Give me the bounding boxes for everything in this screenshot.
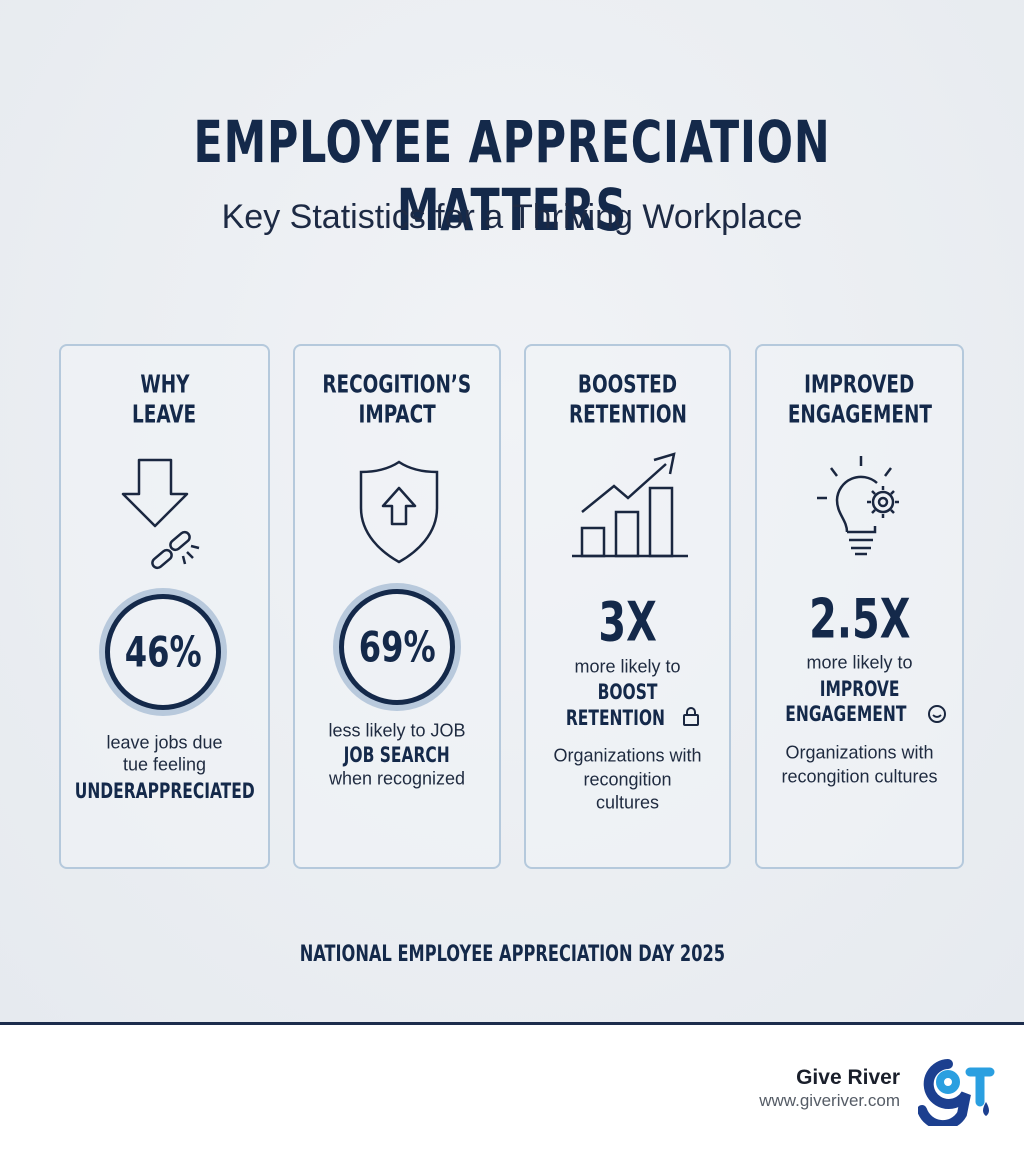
stat-ring: 69% [339, 589, 455, 705]
card-heading: BOOSTED [577, 369, 678, 399]
footer [0, 1025, 1024, 1154]
brand-logo [918, 1059, 995, 1126]
card-text: tue feeling [122, 754, 207, 775]
card-heading: LEAVE [132, 399, 197, 429]
stat-ring: 46% [105, 594, 221, 710]
stat-value: 3X [598, 590, 657, 654]
brand-name: Give River [796, 1066, 900, 1089]
card-text: cultures [595, 792, 660, 813]
stat-value: 69% [358, 622, 436, 672]
card-emphasis: IMPROVE [819, 677, 900, 701]
card-text: recongition [583, 769, 672, 790]
card-heading: WHY [139, 369, 190, 399]
card-text: when recognized [328, 768, 466, 789]
footer-note: NATIONAL EMPLOYEE APPRECIATION DAY 2025 [299, 942, 725, 967]
shield-icon [359, 460, 439, 564]
divider [0, 1022, 1024, 1025]
card-text: more likely to [574, 656, 681, 677]
card-text: more likely to [806, 652, 913, 673]
card-emphasis: RETENTION [506, 706, 749, 730]
down-arrow-icon [121, 458, 200, 570]
card-heading: IMPACT [358, 399, 436, 429]
stat-value: 2.5X [808, 587, 911, 651]
card-heading: IMPROVED [804, 369, 915, 399]
subtitle: Key Statistics for a Thriving Workplace [221, 198, 803, 236]
card-heading: RECOGITION’S [322, 369, 472, 399]
brand-url: www.giveriver.com [759, 1091, 900, 1110]
lightbulb-icon [817, 456, 899, 556]
card-emphasis: UNDERAPPRECIATED [74, 779, 255, 803]
stat-card: WHY LEAVE 46% leave jobs due tue feeling… [59, 344, 270, 869]
stat-value: 46% [124, 627, 202, 677]
card-text: leave jobs due [106, 732, 223, 753]
stat-card: RECOGITION’S IMPACT 69% less likely to J… [293, 344, 501, 869]
card-heading: ENGAGEMENT [787, 399, 932, 429]
growth-chart-icon [572, 452, 688, 558]
card-emphasis: ENGAGEMENT [737, 702, 982, 726]
card-emphasis: BOOST [597, 680, 658, 704]
card-text: Organizations with [553, 745, 702, 766]
card-heading: RETENTION [568, 399, 687, 429]
lock-icon [683, 707, 700, 726]
stat-card: IMPROVED ENGAGEMENT 2.5X more likely to … [755, 344, 964, 869]
title: EMPLOYEE APPRECIATION MATTERS [193, 108, 831, 244]
card-text: less likely to JOB [328, 720, 466, 741]
card-emphasis: JOB SEARCH [343, 743, 451, 767]
smile-icon [927, 705, 946, 723]
stat-card: BOOSTED RETENTION 3X more likely to BOOS… [524, 344, 731, 869]
card-text: recongition cultures [781, 766, 938, 787]
card-text: Organizations with [785, 742, 934, 763]
